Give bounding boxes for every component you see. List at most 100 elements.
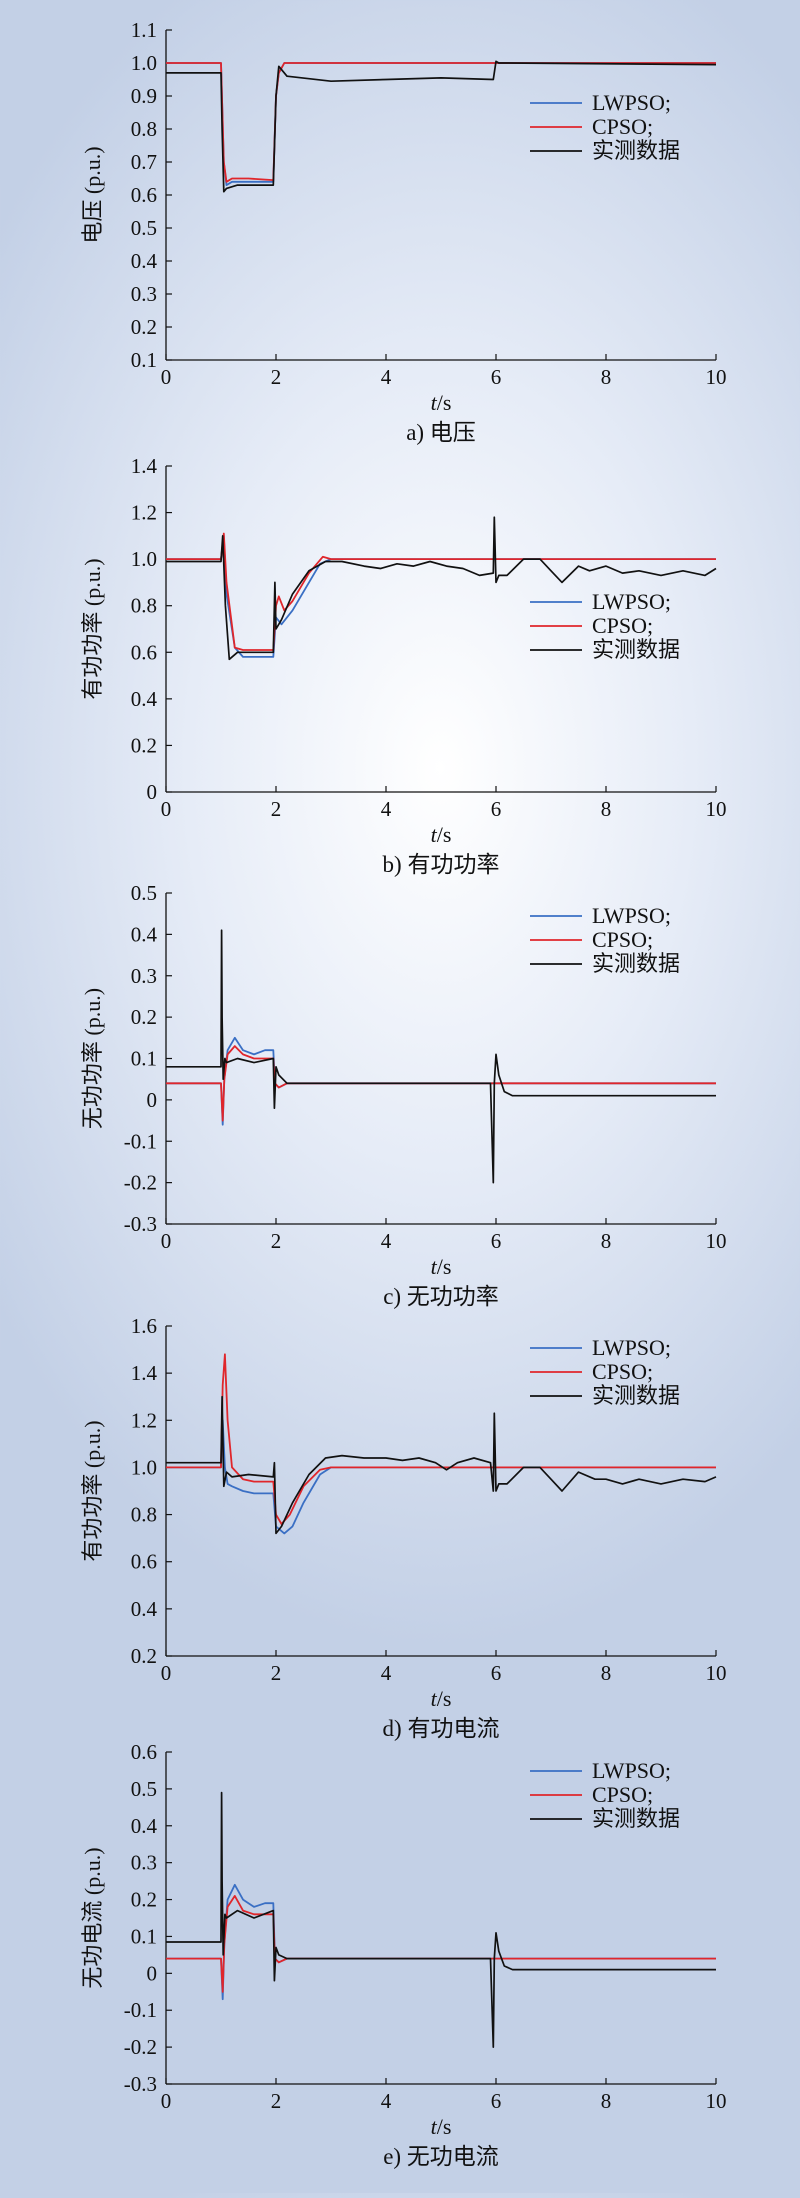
y-tick-label: 0.3 [131,282,157,306]
x-axis-title-var: t [431,1254,438,1279]
y-tick-label: 0.4 [131,922,158,946]
legend-label: CPSO; [592,927,653,952]
y-tick-label: 0.4 [131,687,158,711]
series-line-1 [166,1419,716,1535]
x-tick-label: 10 [706,1229,727,1253]
x-tick-label: 2 [271,1229,282,1253]
legend: LWPSO;CPSO;实测数据 [530,90,680,163]
y-tick-label: -0.1 [124,1129,157,1153]
series-line-3 [166,1395,717,1535]
x-axis-title-unit: /s [437,822,452,847]
chart-4: 0.2 0.4 0.6 0.8 1.0 1.2 1.4 1.6 0 2 4 6 8 10 t/s d) 有功电… [80,1314,727,1741]
y-tick-label: 0.4 [131,249,158,273]
y-tick-label: 0.8 [131,594,157,618]
legend: LWPSO;CPSO;实测数据 [530,1758,680,1831]
y-tick-label: 0.6 [131,183,157,207]
x-axis-title-var: t [431,1686,438,1711]
y-tick-label: 0.6 [131,1550,157,1574]
x-tick-label: 8 [601,1229,612,1253]
legend-label: LWPSO; [592,1758,671,1783]
y-tick-label: 0.4 [131,1597,158,1621]
chart-caption: b) 有功功率 [383,852,500,877]
y-tick-label: 0 [147,1961,158,1985]
series-line-1 [166,1883,716,2001]
x-axis-title-var: t [431,822,438,847]
x-axis-title-unit: /s [437,1254,452,1279]
chart-caption: a) 电压 [406,420,476,445]
y-tick-label: 0.4 [131,1814,158,1838]
x-axis-title: t/s [431,390,452,415]
series-line-2 [166,1045,716,1122]
y-tick-label: 0.7 [131,150,157,174]
legend-label: CPSO; [592,1359,653,1384]
y-tick-label: 0.5 [131,1777,157,1801]
y-tick-label: 0.2 [131,1888,157,1912]
y-tick-label: 0.2 [131,733,157,757]
x-axis-title-var: t [431,2114,438,2139]
y-tick-label: -0.3 [124,1212,157,1236]
x-tick-label: 8 [601,797,612,821]
x-axis-title-var: t [431,390,438,415]
y-tick-label: 0.5 [131,216,157,240]
chart-caption: e) 无功电流 [383,2144,499,2169]
x-axis-title-unit: /s [437,2114,452,2139]
legend-label: 实测数据 [592,951,680,976]
legend: LWPSO;CPSO;实测数据 [530,1335,680,1408]
x-tick-label: 0 [161,2089,172,2113]
x-tick-label: 0 [161,1229,172,1253]
y-axis-title: 有功功率 (p.u.) [80,1420,105,1561]
x-tick-label: 8 [601,2089,612,2113]
x-tick-label: 2 [271,1661,282,1685]
x-tick-label: 6 [491,797,502,821]
y-tick-label: -0.3 [124,2072,157,2096]
chart-caption: d) 有功电流 [383,1716,500,1741]
legend-label: CPSO; [592,1782,653,1807]
legend-label: LWPSO; [592,589,671,614]
x-tick-label: 8 [601,1661,612,1685]
legend-label: LWPSO; [592,903,671,928]
y-tick-label: 0.1 [131,1047,157,1071]
x-tick-label: 4 [381,797,392,821]
x-tick-label: 10 [706,365,727,389]
x-tick-label: 6 [491,365,502,389]
y-tick-label: 0 [147,1088,158,1112]
chart-2: 0 0.2 0.4 0.6 0.8 1.0 1.2 1.4 0 2 4 6 8 10 t/s b) 有功功率 有… [80,454,727,877]
x-tick-label: 8 [601,365,612,389]
series-line-3 [166,60,717,193]
chart-3: -0.3 -0.2 -0.1 0 0.1 0.2 0.3 0.4 0.5 0 2 4 6 8 10 t/s c)… [80,881,727,1309]
y-tick-label: 0.3 [131,1851,157,1875]
x-tick-label: 6 [491,2089,502,2113]
y-tick-label: -0.1 [124,1998,157,2022]
x-axis-title: t/s [431,2114,452,2139]
series-line-3 [166,929,716,1184]
x-axis-title-unit: /s [437,1686,452,1711]
y-tick-label: 1.4 [131,454,158,478]
x-axis-title: t/s [431,1686,452,1711]
legend-label: 实测数据 [592,1383,680,1408]
x-tick-label: 10 [706,2089,727,2113]
x-tick-label: 6 [491,1229,502,1253]
y-tick-label: 1.1 [131,18,157,42]
legend: LWPSO;CPSO;实测数据 [530,589,680,662]
legend-label: CPSO; [592,114,653,139]
x-tick-label: 4 [381,1229,392,1253]
legend-label: CPSO; [592,613,653,638]
legend-label: 实测数据 [592,1806,680,1831]
x-tick-label: 4 [381,2089,392,2113]
x-tick-label: 4 [381,365,392,389]
y-axis-title: 无功电流 (p.u.) [80,1847,105,1988]
y-tick-label: 0.8 [131,1503,157,1527]
x-tick-label: 2 [271,365,282,389]
legend-label: 实测数据 [592,637,680,662]
y-tick-label: 0.8 [131,117,157,141]
y-tick-label: 1.4 [131,1361,158,1385]
x-tick-label: 10 [706,1661,727,1685]
legend-label: LWPSO; [592,1335,671,1360]
x-axis-title: t/s [431,822,452,847]
y-tick-label: 1.0 [131,547,157,571]
y-axis-title: 电压 (p.u.) [80,146,105,243]
chart-caption: c) 无功功率 [383,1284,499,1309]
x-tick-label: 10 [706,797,727,821]
